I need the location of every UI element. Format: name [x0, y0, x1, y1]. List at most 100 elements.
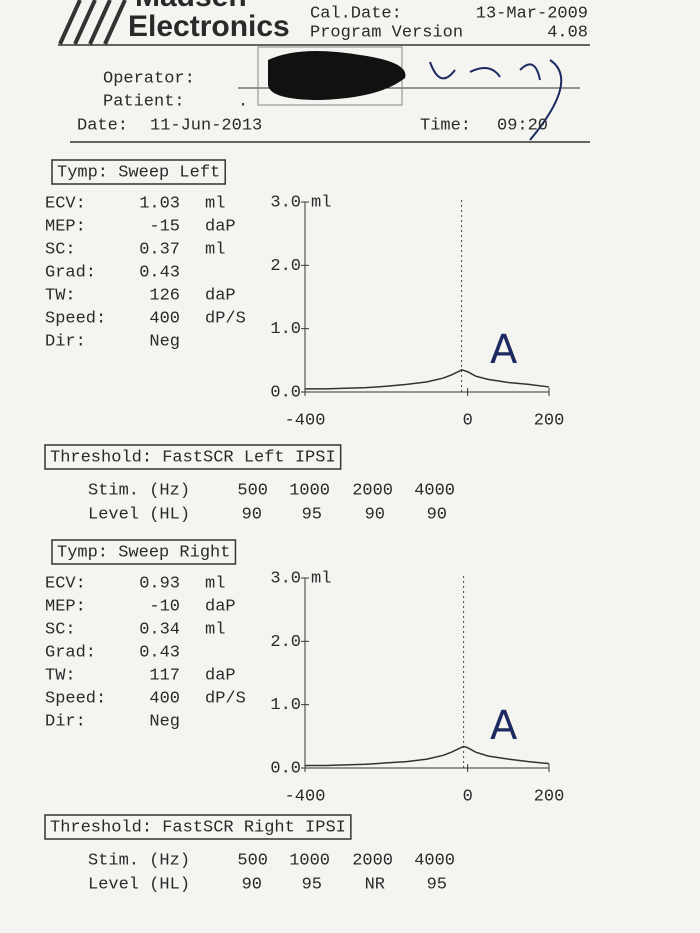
level-label: Level (HL): [88, 505, 190, 524]
y-tick-label: 3.0: [270, 193, 301, 212]
level-value: 90: [365, 505, 385, 524]
param-value: 0.93: [139, 574, 180, 593]
time: 09:20: [497, 116, 548, 135]
param-value: 400: [149, 689, 180, 708]
param-value: 1.03: [139, 194, 180, 213]
level-value: 95: [302, 505, 322, 524]
operator-label: Operator:: [103, 69, 195, 88]
param-unit: daP: [205, 286, 236, 305]
param-label: TW:: [45, 286, 76, 305]
threshold-title: Threshold: FastSCR Right IPSI: [50, 818, 346, 837]
y-tick-label: 0.0: [270, 759, 301, 778]
param-label: Grad:: [45, 263, 96, 282]
logo-stripes: [58, 0, 127, 45]
patient: .: [238, 92, 248, 111]
program-version: 4.08: [547, 23, 588, 42]
program-label: Program Version: [310, 23, 463, 42]
cal-date-label: Cal.Date:: [310, 4, 402, 23]
y-tick-label: 2.0: [270, 633, 301, 652]
param-label: ECV:: [45, 574, 86, 593]
x-tick-label: -400: [285, 411, 326, 430]
param-unit: dP/S: [205, 689, 246, 708]
threshold-title-box: [44, 444, 342, 470]
y-tick-label: 3.0: [270, 569, 301, 588]
level-label: Level (HL): [88, 875, 190, 894]
level-value: 90: [242, 875, 262, 894]
section-title-box: [51, 159, 226, 185]
x-tick-label: -400: [285, 787, 326, 806]
stim-freq: 1000: [289, 851, 330, 870]
tymp-curve: [305, 369, 550, 390]
y-tick-label: 2.0: [270, 257, 301, 276]
param-label: Speed:: [45, 309, 106, 328]
annotation: A: [490, 703, 518, 749]
x-tick-label: 0: [463, 787, 473, 806]
brand: Electronics: [128, 10, 290, 43]
brand-top: Madsen: [135, 0, 247, 13]
param-value: 0.34: [139, 620, 180, 639]
param-label: SC:: [45, 620, 76, 639]
cal-date: 13-Mar-2009: [476, 4, 588, 23]
x-tick-label: 200: [534, 411, 565, 430]
y-tick-label: 0.0: [270, 383, 301, 402]
stim-label: Stim. (Hz): [88, 851, 190, 870]
level-value: 90: [427, 505, 447, 524]
param-value: -15: [149, 217, 180, 236]
stim-freq: 2000: [352, 851, 393, 870]
section-title: Tymp: Sweep Left: [57, 163, 220, 182]
param-value: 400: [149, 309, 180, 328]
section-title: Tymp: Sweep Right: [57, 543, 230, 562]
y-tick-label: 1.0: [270, 696, 301, 715]
stim-freq: 4000: [414, 481, 455, 500]
param-unit: ml: [205, 240, 225, 259]
param-value: Neg: [149, 332, 180, 351]
param-unit: ml: [205, 574, 225, 593]
param-unit: daP: [205, 666, 236, 685]
threshold-title: Threshold: FastSCR Left IPSI: [50, 448, 336, 467]
param-unit: ml: [205, 194, 225, 213]
param-unit: daP: [205, 597, 236, 616]
param-value: 0.37: [139, 240, 180, 259]
param-unit: dP/S: [205, 309, 246, 328]
param-label: Dir:: [45, 712, 86, 731]
param-label: ECV:: [45, 194, 86, 213]
param-label: Grad:: [45, 643, 96, 662]
param-label: TW:: [45, 666, 76, 685]
tymp-curve: [305, 745, 550, 767]
time-label: Time:: [420, 116, 471, 135]
stim-freq: 500: [237, 851, 268, 870]
section-title-box: [51, 539, 237, 565]
param-label: MEP:: [45, 597, 86, 616]
redaction: [268, 51, 406, 100]
stim-freq: 1000: [289, 481, 330, 500]
level-value: 95: [302, 875, 322, 894]
param-value: -10: [149, 597, 180, 616]
param-value: 0.43: [139, 643, 180, 662]
param-value: 0.43: [139, 263, 180, 282]
y-tick-label: 1.0: [270, 320, 301, 339]
level-value: 90: [242, 505, 262, 524]
x-tick-label: 200: [534, 787, 565, 806]
stim-freq: 2000: [352, 481, 393, 500]
stim-freq: 4000: [414, 851, 455, 870]
param-label: SC:: [45, 240, 76, 259]
patient-label: Patient:: [103, 92, 185, 111]
level-value: 95: [427, 875, 447, 894]
param-unit: daP: [205, 217, 236, 236]
annotation: A: [490, 327, 518, 373]
date: 11-Jun-2013: [150, 116, 262, 135]
param-unit: ml: [205, 620, 225, 639]
date-label: Date:: [77, 116, 128, 135]
y-unit: ml: [311, 193, 331, 212]
param-label: Dir:: [45, 332, 86, 351]
param-value: 117: [149, 666, 180, 685]
level-value: NR: [365, 875, 385, 894]
signature: [429, 59, 563, 141]
stim-label: Stim. (Hz): [88, 481, 190, 500]
param-label: MEP:: [45, 217, 86, 236]
threshold-title-box: [44, 814, 352, 840]
param-value: Neg: [149, 712, 180, 731]
x-tick-label: 0: [463, 411, 473, 430]
